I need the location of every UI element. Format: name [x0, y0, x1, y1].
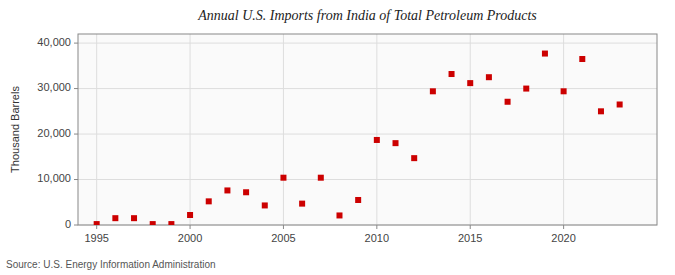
x-tick-label: 2010 [365, 232, 389, 244]
grid [78, 34, 657, 225]
x-tick [283, 225, 284, 229]
points [94, 51, 623, 225]
point [617, 101, 623, 107]
point [206, 198, 212, 204]
point [224, 187, 230, 193]
axes: 0 10,000 20,000 30,000 40,000 1995 2000 2005 201… [37, 34, 657, 244]
x-tick-label: 1995 [84, 232, 108, 244]
point [523, 86, 529, 92]
y-tick-label: 40,000 [37, 36, 71, 48]
source: Source: U.S. Energy Information Administ… [6, 259, 216, 270]
x-tick-label: 2015 [458, 232, 482, 244]
y-tick-label: 30,000 [37, 81, 71, 93]
point [280, 175, 286, 181]
x-grid-line [470, 34, 471, 225]
chart: 0 10,000 20,000 30,000 40,000 1995 2000 2005 201… [0, 0, 675, 275]
y-axis-label: Thousand Barrels [9, 86, 21, 173]
y-tick-label: 20,000 [37, 127, 71, 139]
x-tick-label: 2005 [271, 232, 295, 244]
point [542, 51, 548, 57]
point [336, 212, 342, 218]
point [112, 215, 118, 221]
x-tick [563, 225, 564, 229]
title: Annual U.S. Imports from India of Total … [197, 8, 537, 23]
x-grid-line [96, 34, 97, 225]
plot-background [78, 34, 657, 225]
y-grid-line [78, 88, 657, 89]
point [561, 88, 567, 94]
y-tick [74, 43, 78, 44]
point [598, 108, 604, 114]
x-grid-line [190, 34, 191, 225]
y-tick [74, 225, 78, 226]
y-tick [74, 179, 78, 180]
x-grid-line [283, 34, 284, 225]
point [318, 175, 324, 181]
point [393, 140, 399, 146]
point [187, 212, 193, 218]
x-tick-label: 2000 [178, 232, 202, 244]
point [579, 56, 585, 62]
x-tick [190, 225, 191, 229]
point [467, 80, 473, 86]
y-tick [74, 88, 78, 89]
point [168, 221, 174, 225]
point [355, 197, 361, 203]
y-grid-line [78, 43, 657, 44]
point [262, 202, 268, 208]
point [150, 221, 156, 225]
x-tick-label: 2020 [551, 232, 575, 244]
x-tick [376, 225, 377, 229]
y-tick [74, 134, 78, 135]
point [411, 155, 417, 161]
point [505, 99, 511, 105]
point [243, 189, 249, 195]
point [94, 221, 100, 225]
y-tick-label: 0 [65, 218, 71, 230]
y-grid-line [78, 134, 657, 135]
x-grid-line [376, 34, 377, 225]
y-grid-line [78, 179, 657, 180]
point [374, 137, 380, 143]
point [430, 88, 436, 94]
y-tick-label: 10,000 [37, 172, 71, 184]
plot-frame [78, 34, 657, 225]
x-tick [470, 225, 471, 229]
point [299, 201, 305, 207]
x-tick [96, 225, 97, 229]
point [486, 74, 492, 80]
x-grid-line [563, 34, 564, 225]
point [449, 71, 455, 77]
point [131, 215, 137, 221]
